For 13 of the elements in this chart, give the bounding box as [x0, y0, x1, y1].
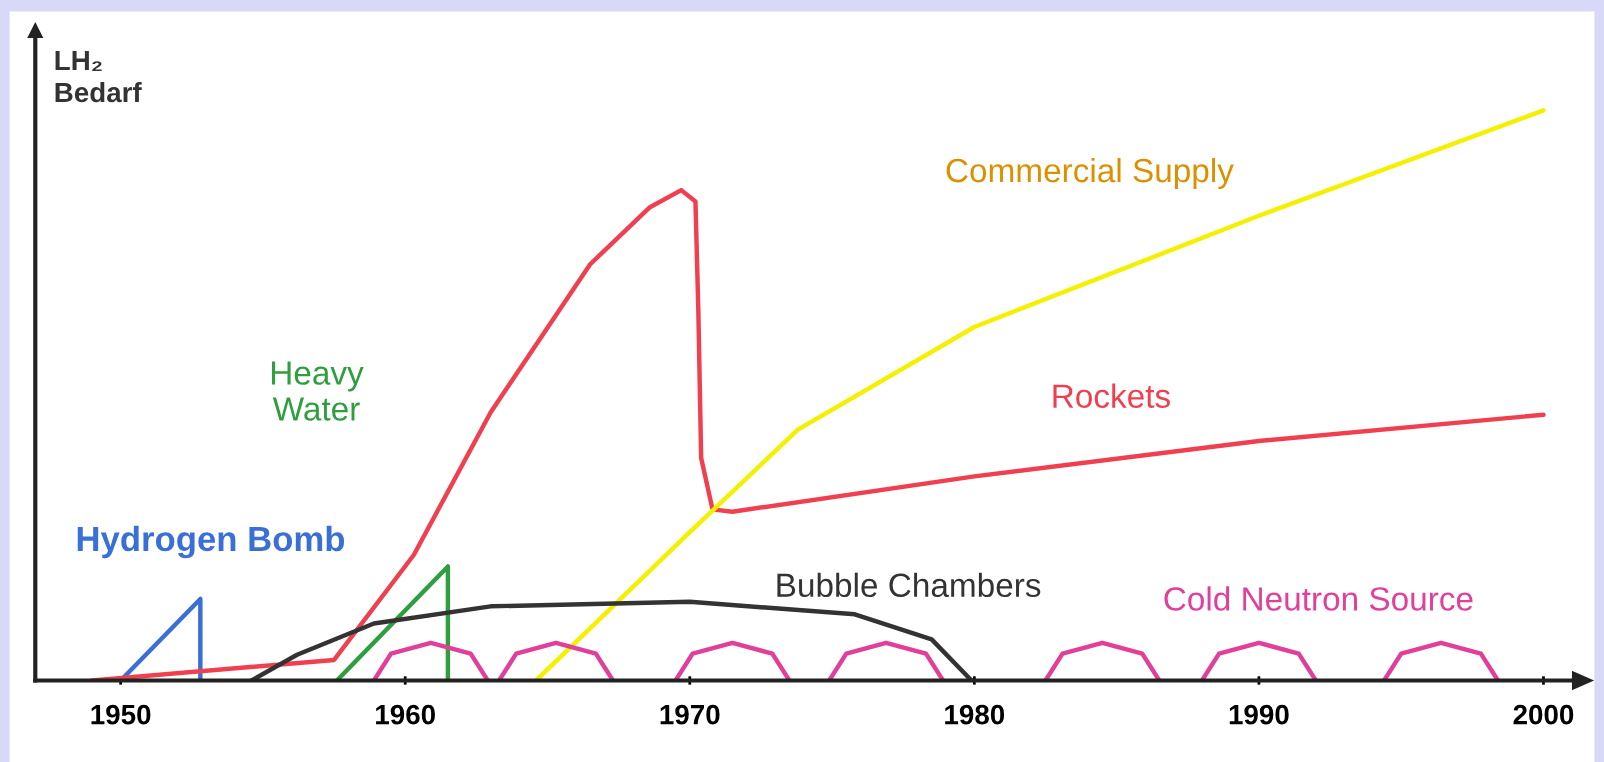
x-tick-label: 1950 — [91, 704, 151, 725]
series-label: Commercial Supply — [946, 157, 1234, 190]
series-label: Rockets — [1053, 383, 1170, 408]
x-tick-label: 1970 — [660, 704, 720, 725]
x-tick-label: 1980 — [945, 704, 1005, 725]
x-tick-label: 2000 — [1513, 704, 1574, 725]
series-label: Cold Neutron Source — [1164, 586, 1473, 611]
x-tick-label: 1960 — [376, 704, 435, 725]
text: Heavy Water — [271, 361, 364, 421]
series-label: Hydrogen Bomb — [77, 525, 345, 559]
y-axis-title: LH₂ Bedarf — [55, 51, 142, 103]
series-label: Bubble Chambers — [777, 572, 1041, 598]
x-tick-label: 1990 — [1229, 704, 1289, 725]
